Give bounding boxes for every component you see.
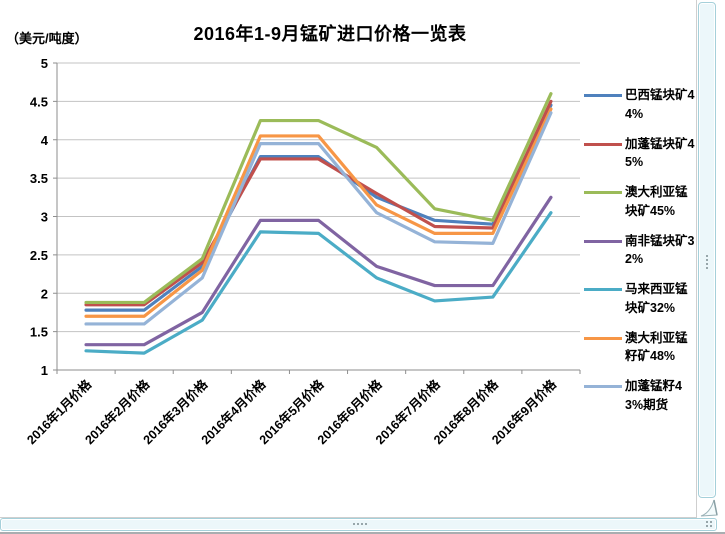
legend-line-marker-icon	[584, 239, 622, 243]
y-axis-unit-label: （美元/吨度）	[6, 31, 88, 46]
chart-title[interactable]: 2016年1-9月锰矿进口价格一览表	[193, 24, 467, 44]
scrollbar-grip-icon[interactable]	[706, 255, 708, 269]
series-line-巴西锰块矿44%	[84, 103, 553, 312]
y-axis-tick-label: 5	[41, 56, 48, 71]
series-line-澳大利亚锰籽矿48%	[84, 107, 553, 318]
series-line-加蓬锰块矿45%	[84, 99, 553, 307]
legend-label: 澳大利亚锰块矿45%	[625, 185, 688, 218]
y-axis-tick-label: 2.5	[30, 248, 48, 263]
legend-line-marker-icon	[584, 191, 622, 194]
legend-item[interactable]: 澳大利亚锰块矿45%	[584, 183, 696, 221]
legend-label: 澳大利亚锰籽矿48%	[625, 330, 688, 364]
legend-line-marker-icon	[584, 336, 622, 340]
page-fold-corner-icon	[700, 499, 718, 517]
y-axis-tick-label: 3.5	[30, 171, 48, 186]
legend-line-marker-icon	[584, 142, 622, 146]
y-axis-tick-label: 2	[41, 286, 48, 301]
vertical-scrollbar[interactable]	[698, 2, 716, 498]
resize-handle-icon[interactable]	[706, 521, 712, 527]
chart-area[interactable]: （美元/吨度） 2016年1-9月锰矿进口价格一览表 1 1.5 2 2.5 3 3.5 4…	[0, 0, 697, 518]
y-axis-tick-label: 4	[41, 133, 49, 148]
legend-label: 南非锰块矿32%	[625, 233, 695, 267]
series-line-马来西亚锰块矿32%	[84, 211, 553, 355]
legend-label: 巴西锰块矿44%	[625, 88, 695, 121]
legend-line-marker-icon	[584, 94, 622, 97]
series-line-澳大利亚锰块矿45%	[84, 92, 553, 305]
legend-item[interactable]: 加蓬锰块矿45%	[584, 135, 696, 173]
legend-item[interactable]: 澳大利亚锰籽矿48%	[584, 329, 696, 367]
y-axis-tick-label: 3	[41, 210, 48, 225]
chart-legend[interactable]: 巴西锰块矿44% 加蓬锰块矿45% 澳大利亚锰块矿45% 南非锰块矿32% 马来西亚锰块…	[584, 86, 696, 415]
y-axis-tick-label: 1	[41, 363, 48, 378]
legend-item[interactable]: 巴西锰块矿44%	[584, 86, 696, 124]
legend-label: 加蓬锰籽43%期货	[625, 379, 682, 412]
horizontal-scrollbar[interactable]	[0, 518, 717, 531]
series-line-南非锰块矿32%	[84, 195, 553, 347]
legend-label: 马来西亚锰块矿32%	[625, 282, 688, 315]
legend-line-marker-icon	[584, 288, 622, 291]
legend-item[interactable]: 南非锰块矿32%	[584, 232, 696, 270]
y-axis-tick-label: 1.5	[30, 325, 48, 340]
chart-svg[interactable]: 11.522.533.544.552016年1月价格2016年2月价格2016年…	[0, 0, 697, 517]
legend-item[interactable]: 加蓬锰籽43%期货	[584, 377, 696, 415]
legend-line-marker-icon	[584, 385, 622, 388]
y-axis-tick-label: 4.5	[30, 94, 48, 109]
scrollbar-grip-icon[interactable]	[353, 523, 367, 525]
legend-item[interactable]: 马来西亚锰块矿32%	[584, 280, 696, 318]
legend-label: 加蓬锰块矿45%	[625, 136, 695, 170]
series-line-加蓬锰籽43%期货	[84, 111, 553, 326]
